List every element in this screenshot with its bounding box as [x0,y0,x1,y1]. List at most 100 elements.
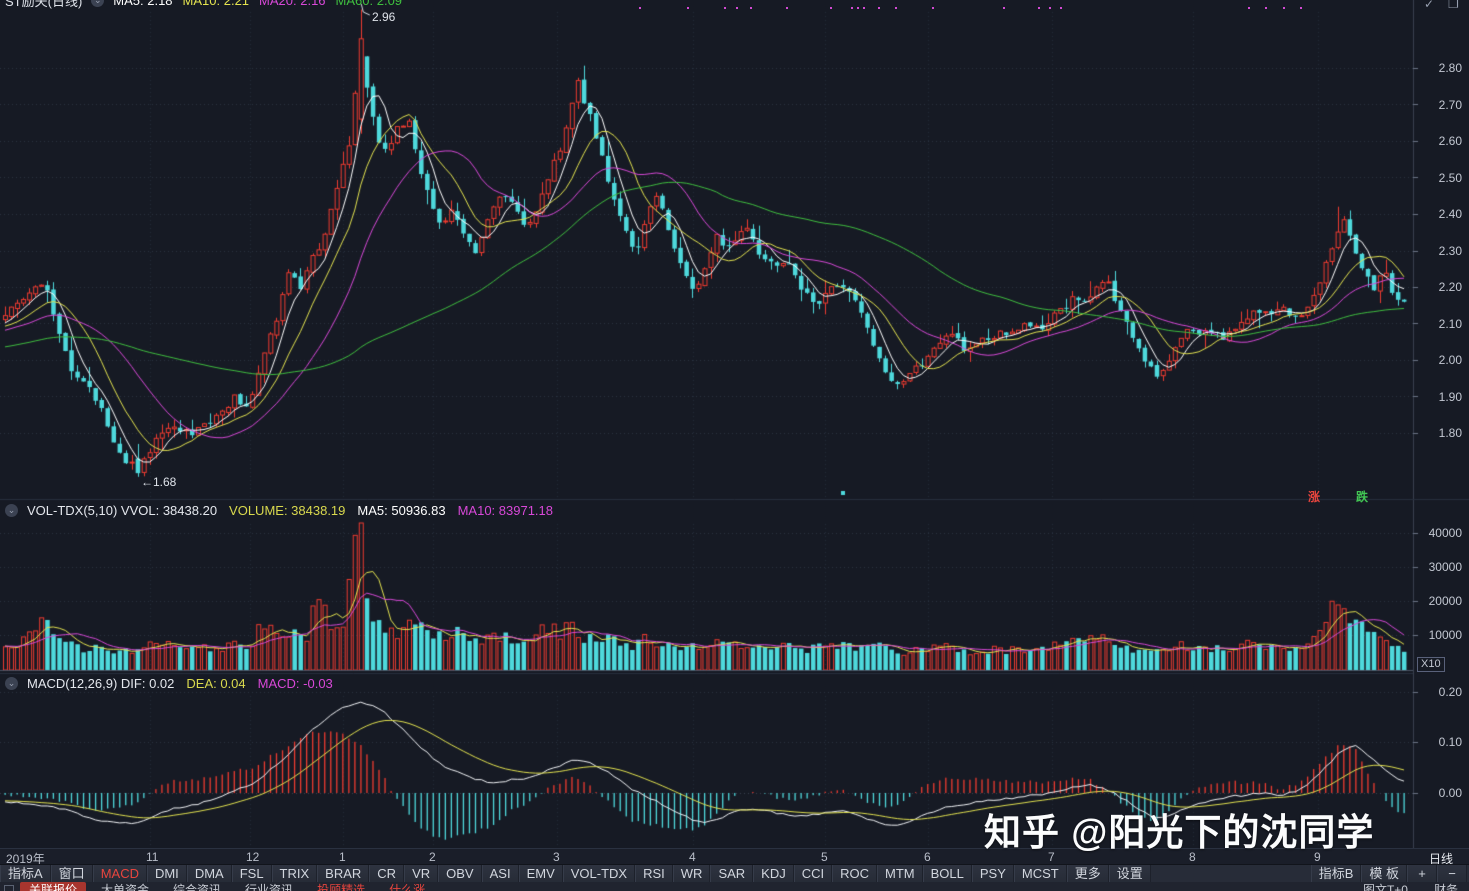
signal-dot [1049,7,1051,9]
indicator-button-TRIX[interactable]: TRIX [271,865,318,883]
volume-reading-0: VOL-TDX(5,10) VVOL: 38438.20 [27,503,218,518]
indicator-button-更多[interactable]: 更多 [1066,865,1109,883]
date-axis-row: 2019年 11 12 1 2 3 4 5 6 7 8 9 日线 [0,848,1469,866]
indicator-button-EMV[interactable]: EMV [518,865,563,883]
indicator-button-WR[interactable]: WR [672,865,711,883]
price-tick-2.00: 2.00 [1438,353,1462,367]
indicator-button-PSY[interactable]: PSY [971,865,1014,883]
indicator-button-DMI[interactable]: DMI [146,865,187,883]
ma-label-0: MA5: 2.18 [113,0,173,8]
price-tick-1.80: 1.80 [1438,426,1462,440]
signal-dot [932,7,934,9]
indicator-button-KDJ[interactable]: KDJ [753,865,794,883]
indicator-button-CR[interactable]: CR [369,865,405,883]
macd-reading-2: MACD: -0.03 [257,676,333,691]
toolbar-right-group: 指标B 模 板 + − [1310,865,1467,883]
high-annotation: 2.96 [372,10,396,24]
indicator-toolbar: 指标A 窗口 MACD DMI DMA FSL TRIX BRAR CR VR OBV ASI EMV V… [0,864,1469,883]
indicator-button-ROC[interactable]: ROC [832,865,878,883]
indicator-button-OBV[interactable]: OBV [438,865,482,883]
price-tick-2.40: 2.40 [1438,207,1462,221]
indicator-buttons: 指标A 窗口 MACD DMI DMA FSL TRIX BRAR CR VR OBV ASI EMV V… [0,865,1151,883]
price-tick-2.50: 2.50 [1438,170,1462,185]
month-label-1: 1 [339,850,346,864]
low-annotation: ←1.68 [141,475,177,489]
indicator-button-BRAR[interactable]: BRAR [317,865,370,883]
macd-tick-0.20: 0.20 [1438,685,1462,699]
partial-button-行业资讯[interactable]: 行业资讯 [245,883,294,891]
price-tick-2.80: 2.80 [1438,61,1462,75]
check-icon[interactable]: ✓ [1424,0,1435,11]
ma-label-3: MA60: 2.09 [335,0,403,8]
watermark: 知乎 @阳光下的沈同学 [984,812,1375,853]
indicator-button-设置[interactable]: 设置 [1108,865,1151,883]
toolbar-button-+[interactable]: + [1407,865,1437,883]
macd-reading-1: DEA: 0.04 [186,676,246,691]
indicator-button-BOLL[interactable]: BOLL [922,865,972,883]
indicator-button-MACD[interactable]: MACD [92,865,147,883]
collapse-macd-icon[interactable]: ⌄ [5,677,18,690]
price-tick-2.70: 2.70 [1438,97,1462,112]
signal-dot [1248,7,1250,9]
period-selector[interactable]: 日线 [1429,852,1454,866]
toolbar-button-指标B[interactable]: 指标B [1310,865,1362,883]
ma-caption: MA5: 2.18 MA10: 2.21 MA20: 2.16 MA60: 2.09 [113,0,412,8]
indicator-button-CCI[interactable]: CCI [793,865,833,883]
collapse-main-icon[interactable]: ⌄ [91,0,105,7]
signal-dot [863,7,865,9]
signal-dot [750,7,752,9]
signal-dot [736,7,738,9]
indicator-button-MTM[interactable]: MTM [877,865,923,883]
stock-title: ST励夫(日线) [5,0,83,9]
chart-title-row: ST励夫(日线) ⌄ MA5: 2.18 MA10: 2.21 MA20: 2.16… [5,0,412,9]
month-label-7: 7 [1048,850,1055,864]
indicator-button-FSL[interactable]: FSL [231,865,272,883]
signal-dot [639,7,641,9]
price-tick-2.20: 2.20 [1438,280,1462,294]
ma-label-1: MA10: 2.21 [182,0,250,8]
indicator-button-指标A[interactable]: 指标A [0,865,51,883]
volume-reading-1: VOLUME: 38438.19 [229,503,346,518]
bottom-partial-row: 关联报价 大单资金 综合资讯 行业资讯 投顾精选 什么涨 图文T+0 财务 [0,882,1469,891]
partial-button-综合资讯[interactable]: 综合资讯 [173,883,222,891]
partial-button-财务[interactable]: 财务 [1433,883,1458,891]
signal-dot [786,7,788,9]
volume-multiplier: X10 [1417,657,1445,672]
indicator-button-VR[interactable]: VR [404,865,439,883]
copy-icon[interactable]: ❐ [1448,0,1459,11]
volume-header: ⌄ VOL-TDX(5,10) VVOL: 38438.20 VOLUME: 38… [5,503,565,518]
indicator-button-ASI[interactable]: ASI [481,865,519,883]
signal-dot [1265,7,1267,9]
indicator-button-MCST[interactable]: MCST [1013,865,1067,883]
legend-up: 涨 [1308,490,1321,504]
partial-button-关联报价[interactable]: 关联报价 [20,882,87,891]
month-label-6: 6 [924,850,931,864]
indicator-button-DMA[interactable]: DMA [186,865,232,883]
indicator-button-SAR[interactable]: SAR [710,865,754,883]
price-tick-2.10: 2.10 [1438,316,1462,331]
indicator-button-窗口[interactable]: 窗口 [50,865,93,883]
month-label-11: 11 [146,850,159,864]
indicator-button-RSI[interactable]: RSI [635,865,673,883]
partial-right-buttons: 图文T+0 财务 [1354,882,1467,891]
ma-label-2: MA20: 2.16 [259,0,326,8]
price-tick-2.60: 2.60 [1438,134,1462,148]
signal-dot [687,7,689,9]
signal-dot [1038,7,1040,9]
collapse-volume-icon[interactable]: ⌄ [5,504,18,517]
partial-button-大单资金[interactable]: 大单资金 [101,883,150,891]
indicator-button-VOL-TDX[interactable]: VOL-TDX [562,865,636,883]
toolbar-button-模 板[interactable]: 模 板 [1361,865,1407,883]
toolbar-button-−[interactable]: − [1437,865,1467,883]
checkbox-icon[interactable] [4,885,14,891]
month-label-8: 8 [1189,850,1196,864]
partial-button-图文T+0[interactable]: 图文T+0 [1362,883,1408,891]
partial-button-投顾精选[interactable]: 投顾精选 [317,883,366,891]
partial-button-什么涨[interactable]: 什么涨 [389,883,426,891]
signal-dot [830,7,832,9]
signal-dot [851,7,853,9]
legend-down: 跌 [1356,490,1369,504]
macd-tick-0.10: 0.10 [1438,735,1462,749]
signal-dot [895,7,897,9]
